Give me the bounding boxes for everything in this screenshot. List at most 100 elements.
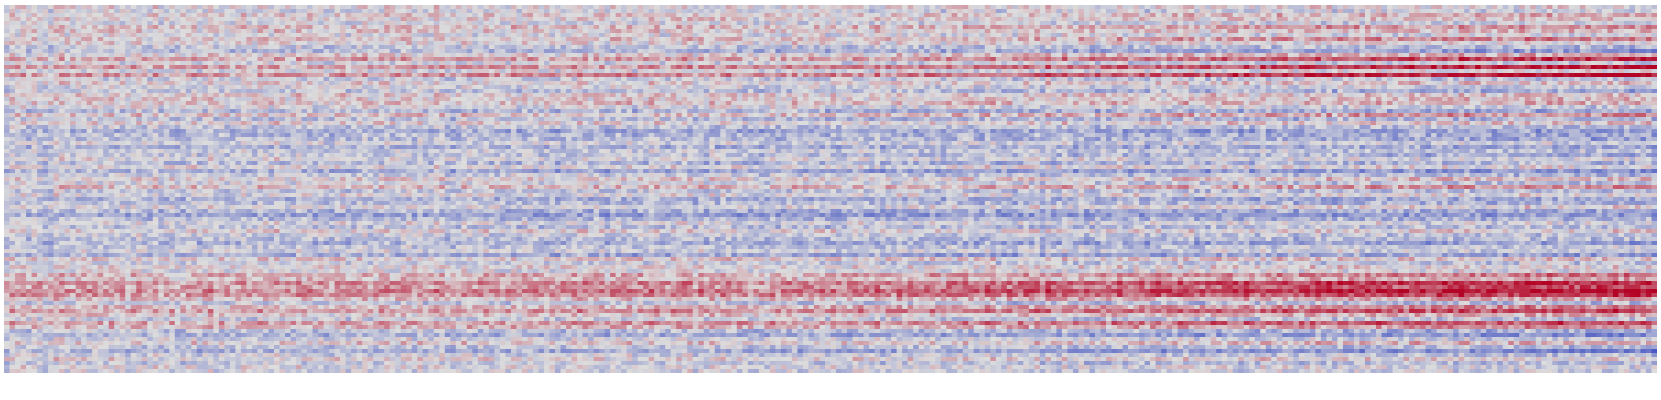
- heatmap-cell: [65, 69, 71, 73]
- heatmap-cell: [1222, 53, 1228, 57]
- heatmap-cell: [1216, 57, 1222, 61]
- heatmap-cell: [825, 65, 831, 69]
- heatmap-cell: [819, 13, 825, 17]
- heatmap-cell: [720, 69, 726, 73]
- heatmap-cell: [720, 37, 726, 41]
- heatmap-cell: [291, 53, 297, 57]
- heatmap-cell: [224, 49, 230, 53]
- heatmap-cell: [605, 53, 611, 57]
- heatmap-cell: [880, 5, 886, 9]
- heatmap-cell: [1607, 21, 1613, 25]
- heatmap-cell: [643, 49, 649, 53]
- heatmap-cell: [329, 53, 335, 57]
- heatmap-cell: [1310, 17, 1316, 21]
- heatmap-cell: [682, 49, 688, 53]
- heatmap-cell: [1475, 9, 1481, 13]
- heatmap-cell: [660, 5, 666, 9]
- heatmap-cell: [109, 33, 115, 37]
- heatmap-cell: [836, 13, 842, 17]
- heatmap-cell: [324, 29, 330, 33]
- heatmap-cell: [897, 17, 903, 21]
- heatmap-cell: [340, 49, 346, 53]
- heatmap-cell: [1607, 5, 1613, 9]
- heatmap-cell: [197, 57, 203, 61]
- heatmap-cell: [605, 41, 611, 45]
- heatmap-cell: [869, 65, 875, 69]
- heatmap-cell: [1211, 53, 1217, 57]
- heatmap-cell: [836, 57, 842, 61]
- heatmap-cell: [753, 37, 759, 41]
- heatmap-cell: [1464, 9, 1470, 13]
- heatmap-cell: [1635, 49, 1641, 53]
- heatmap-cell: [687, 17, 693, 21]
- heatmap-cell: [1563, 25, 1569, 29]
- heatmap-cell: [913, 13, 919, 17]
- heatmap-cell: [792, 9, 798, 13]
- heatmap-cell: [742, 65, 748, 69]
- heatmap-cell: [1613, 37, 1619, 41]
- heatmap-cell: [37, 37, 43, 41]
- heatmap-cell: [985, 53, 991, 57]
- heatmap-cell: [1288, 61, 1294, 65]
- heatmap-cell: [1073, 29, 1079, 33]
- heatmap-cell: [1404, 45, 1410, 49]
- heatmap-cell: [1134, 33, 1140, 37]
- heatmap-cell: [935, 49, 941, 53]
- heatmap-cell: [37, 25, 43, 29]
- heatmap-cell: [120, 53, 126, 57]
- heatmap-cell: [549, 49, 555, 53]
- heatmap-cell: [1018, 65, 1024, 69]
- heatmap-cell: [1073, 17, 1079, 21]
- heatmap-cell: [908, 57, 914, 61]
- heatmap-cell: [87, 25, 93, 29]
- heatmap-cell: [1536, 17, 1542, 21]
- heatmap-cell: [1398, 53, 1404, 57]
- heatmap-cell: [1299, 53, 1305, 57]
- heatmap-cell: [10, 13, 16, 17]
- heatmap-cell: [1178, 25, 1184, 29]
- heatmap-cell: [886, 21, 892, 25]
- heatmap-cell: [257, 5, 263, 9]
- heatmap-cell: [1530, 25, 1536, 29]
- heatmap-cell: [1635, 65, 1641, 69]
- heatmap-cell: [511, 25, 517, 29]
- heatmap-cell: [1001, 21, 1007, 25]
- heatmap-cell: [456, 25, 462, 29]
- heatmap-cell: [1056, 53, 1062, 57]
- heatmap-cell: [1051, 17, 1057, 21]
- heatmap-cell: [324, 53, 330, 57]
- heatmap-cell: [886, 33, 892, 37]
- heatmap-cell: [1067, 57, 1073, 61]
- heatmap-cell: [1492, 29, 1498, 33]
- heatmap-cell: [180, 61, 186, 65]
- heatmap-cell: [428, 65, 434, 69]
- heatmap-cell: [208, 5, 214, 9]
- heatmap-cell: [1404, 5, 1410, 9]
- heatmap-cell: [1442, 49, 1448, 53]
- heatmap-cell: [990, 65, 996, 69]
- heatmap-cell: [461, 13, 467, 17]
- heatmap-cell: [472, 65, 478, 69]
- heatmap-cell: [1211, 5, 1217, 9]
- heatmap-cell: [489, 45, 495, 49]
- heatmap-cell: [864, 5, 870, 9]
- heatmap-cell: [1178, 29, 1184, 33]
- heatmap-cell: [1172, 25, 1178, 29]
- heatmap-cell: [803, 33, 809, 37]
- heatmap-cell: [164, 45, 170, 49]
- heatmap-cell: [417, 29, 423, 33]
- heatmap-cell: [1624, 65, 1630, 69]
- heatmap-cell: [1404, 61, 1410, 65]
- heatmap-cell: [180, 69, 186, 73]
- heatmap-cell: [968, 69, 974, 73]
- heatmap-cell: [1040, 37, 1046, 41]
- heatmap-cell: [996, 25, 1002, 29]
- heatmap-cell: [1277, 53, 1283, 57]
- heatmap-cell: [131, 9, 137, 13]
- heatmap-cell: [996, 57, 1002, 61]
- heatmap-cell: [1431, 53, 1437, 57]
- heatmap-cell: [533, 45, 539, 49]
- heatmap-cell: [1393, 21, 1399, 25]
- heatmap-cell: [1089, 61, 1095, 65]
- heatmap-cell: [549, 45, 555, 49]
